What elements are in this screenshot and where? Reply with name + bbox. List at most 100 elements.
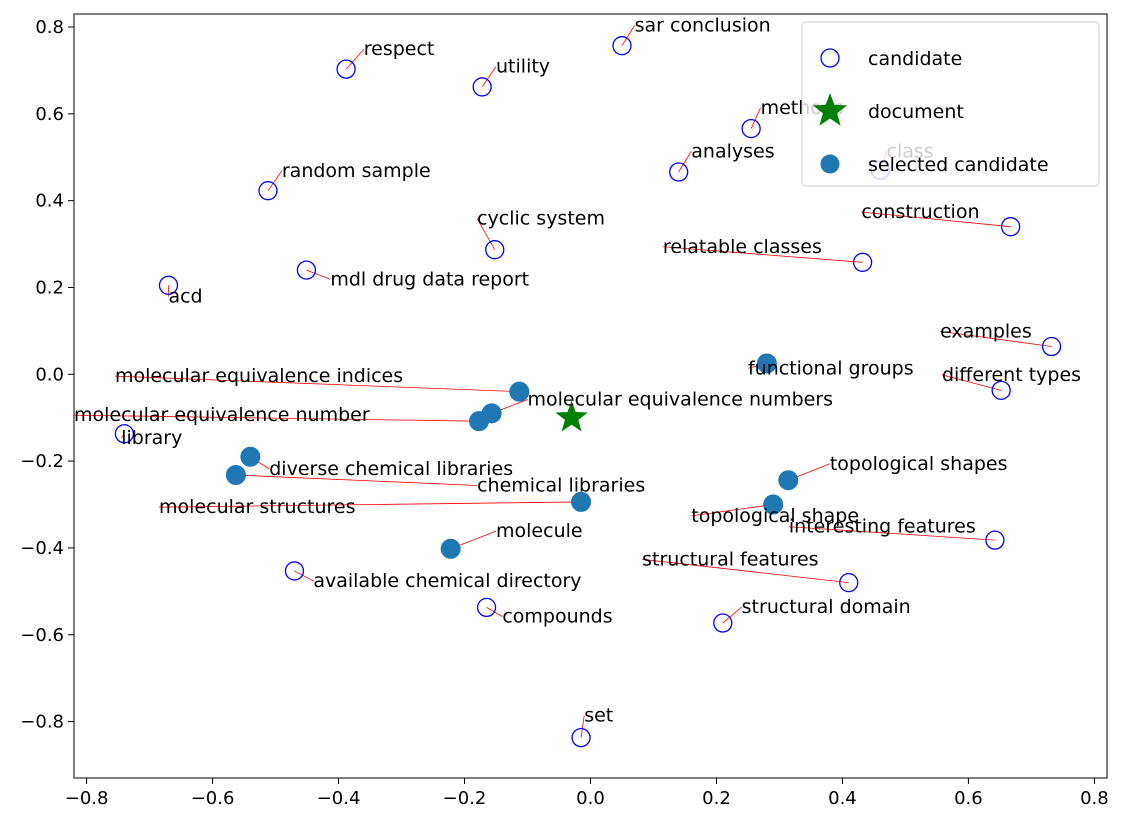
legend-candidate-marker bbox=[820, 48, 840, 68]
annotation-arrow bbox=[691, 504, 774, 517]
legend-document-marker bbox=[812, 93, 848, 126]
y-tick-label: 0.4 bbox=[35, 191, 64, 212]
annotation-arrow bbox=[662, 246, 863, 263]
x-tick-label: 0.0 bbox=[576, 788, 605, 809]
x-tick-label: 0.8 bbox=[1080, 788, 1109, 809]
point-label-sar-conclusion: sar conclusion bbox=[635, 14, 771, 36]
annotation-arrow bbox=[159, 501, 582, 508]
y-axis: −0.8 −0.6 −0.4 −0.2 0.0 0.2 0.4 0.6 0.8 bbox=[20, 17, 74, 733]
annotation-arrow bbox=[114, 375, 520, 393]
y-tick-label: 0.0 bbox=[35, 364, 64, 385]
point-label-analyses: analyses bbox=[691, 140, 774, 162]
selected-point-molecule bbox=[440, 538, 461, 559]
legend-entry-document: document bbox=[868, 101, 964, 123]
point-label-molecule: molecule bbox=[496, 520, 583, 542]
candidate-point-respect bbox=[336, 59, 356, 79]
selected-point-topological-shape bbox=[763, 494, 784, 515]
point-label-diverse-chemical-libraries: diverse chemical libraries bbox=[269, 458, 513, 480]
annotation-arrow bbox=[861, 211, 1011, 228]
legend-selected-marker bbox=[820, 154, 840, 174]
x-tick-label: −0.2 bbox=[443, 788, 487, 809]
point-label-molecular-structures: molecular structures bbox=[159, 496, 356, 518]
point-label-structural-domain: structural domain bbox=[742, 596, 911, 618]
legend-box bbox=[801, 21, 1100, 187]
y-tick-label: 0.2 bbox=[35, 277, 64, 298]
x-tick-label: 0.4 bbox=[828, 788, 857, 809]
legend-entry-candidate: candidate bbox=[868, 48, 962, 70]
annotation-arrow bbox=[73, 414, 480, 422]
point-label-construction: construction bbox=[861, 201, 979, 223]
annotation-arrow bbox=[294, 570, 314, 582]
y-tick-label: −0.8 bbox=[20, 712, 64, 733]
candidate-point-utility bbox=[472, 77, 492, 97]
point-label-relatable-classes: relatable classes bbox=[663, 236, 822, 258]
point-label-topological-shapes: topological shapes bbox=[830, 453, 1008, 475]
annotation-arrow bbox=[940, 331, 1052, 347]
point-label-mdl-drug-data-report: mdl drug data report bbox=[330, 268, 529, 290]
candidate-point-available-chemical-directory bbox=[284, 561, 305, 581]
candidate-point-set bbox=[571, 727, 591, 748]
point-label-compounds: compounds bbox=[502, 606, 612, 628]
annotation-arrow bbox=[580, 715, 585, 738]
annotation-arrow bbox=[267, 170, 283, 191]
point-label-examples: examples bbox=[940, 320, 1032, 342]
annotation-arrow bbox=[345, 48, 365, 70]
x-tick-label: −0.8 bbox=[65, 788, 109, 809]
y-tick-label: 0.8 bbox=[35, 17, 64, 38]
legend: candidate document selected candidate bbox=[801, 21, 1100, 187]
candidate-point-sar-conclusion bbox=[612, 36, 632, 56]
x-tick-label: −0.6 bbox=[191, 788, 235, 809]
candidate-point-structural-features bbox=[839, 573, 859, 593]
selected-point-functional-groups bbox=[756, 353, 777, 374]
candidate-point-random-sample bbox=[258, 181, 278, 201]
point-label-topological-shape: topological shape bbox=[691, 505, 859, 527]
point-label-respect: respect bbox=[364, 38, 435, 60]
selected-point-chemical-libraries bbox=[225, 465, 246, 486]
candidate-point-different-types bbox=[991, 380, 1011, 401]
candidate-point-relatable-classes bbox=[852, 252, 873, 272]
point-label-set: set bbox=[584, 705, 613, 727]
candidate-point-interesting-features bbox=[985, 530, 1005, 550]
y-tick-label: 0.6 bbox=[35, 104, 64, 125]
annotation-arrow bbox=[120, 433, 125, 438]
point-label-interesting-features: interesting features bbox=[789, 516, 976, 538]
y-tick-label: −0.2 bbox=[20, 451, 64, 472]
candidate-point-methods bbox=[741, 118, 761, 139]
point-label-structural-features: structural features bbox=[642, 548, 818, 570]
annotation-arrow bbox=[788, 526, 995, 541]
point-label-functional-groups: functional groups bbox=[748, 357, 914, 379]
y-tick-label: −0.4 bbox=[20, 538, 64, 559]
point-label-acd: acd bbox=[168, 286, 202, 308]
point-label-cyclic-system: cyclic system bbox=[477, 208, 605, 230]
point-label-molecular-equivalence-numbers: molecular equivalence numbers bbox=[528, 389, 834, 411]
candidate-point-analyses bbox=[669, 162, 689, 182]
annotation-arrow bbox=[941, 374, 1002, 391]
annotation-arrow bbox=[306, 269, 331, 280]
candidate-point-examples bbox=[1041, 336, 1062, 357]
candidate-point-structural-domain bbox=[713, 613, 733, 633]
annotation-arrow bbox=[235, 474, 478, 486]
point-label-library: library bbox=[121, 427, 182, 449]
x-tick-label: −0.4 bbox=[317, 788, 361, 809]
annotation-arrow bbox=[481, 66, 497, 88]
candidate-point-acd bbox=[158, 275, 179, 295]
candidate-point-construction bbox=[1000, 217, 1021, 237]
annotation-arrow bbox=[678, 151, 692, 173]
selected-point-molecular-structures bbox=[571, 491, 592, 512]
annotation-arrow bbox=[722, 606, 742, 624]
selected-point-topological-shapes bbox=[778, 470, 799, 491]
candidate-point-library bbox=[114, 424, 135, 444]
candidate-point-compounds bbox=[476, 597, 497, 618]
x-tick-label: 0.6 bbox=[954, 788, 983, 809]
x-axis: −0.8 −0.6 −0.4 −0.2 0.0 0.2 0.4 0.6 0.8 bbox=[65, 778, 1109, 809]
x-tick-label: 0.2 bbox=[702, 788, 731, 809]
annotation-arrow bbox=[476, 218, 496, 250]
candidate-point-cyclic-system bbox=[485, 240, 505, 260]
point-label-chemical-libraries: chemical libraries bbox=[477, 475, 645, 497]
point-label-utility: utility bbox=[496, 56, 550, 78]
point-label-random-sample: random sample bbox=[282, 160, 431, 182]
selected-point-molecular-equivalence-number bbox=[469, 411, 490, 432]
annotation-arrow bbox=[642, 558, 849, 584]
selected-point-molecular-equivalence-indices bbox=[509, 381, 530, 402]
